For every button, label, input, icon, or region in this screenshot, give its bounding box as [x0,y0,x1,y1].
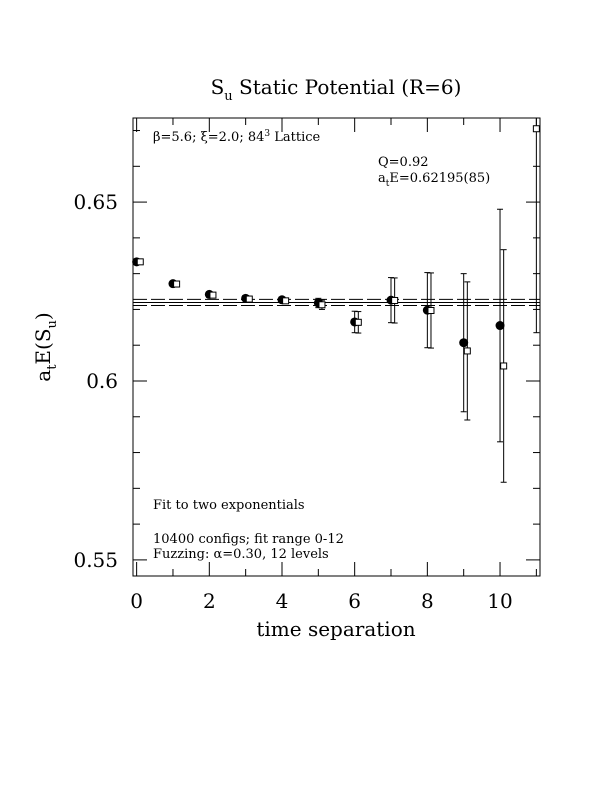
lattice-text: β=5.6; ξ=2.0; 8 [153,130,256,145]
configs-annotation: 10400 configs; fit range 0-12 [153,532,344,547]
square-point [500,249,508,483]
ae-annotation: atE=0.62195(85) [378,171,490,189]
lattice-pow: 4 [256,130,264,145]
open-square-marker [136,258,144,266]
plot-frame [132,117,541,577]
x-tick-label: 2 [203,589,216,613]
circle-point [459,273,469,413]
open-square-marker [318,301,326,309]
ae-value: E=0.62195(85) [389,171,490,186]
open-square-marker [463,347,471,355]
fit-annotation: Fit to two exponentials [153,498,305,513]
fuzzing-annotation: Fuzzing: α=0.30, 12 levels [153,547,329,562]
lattice-annotation: β=5.6; ξ=2.0; 843 Lattice [153,129,321,145]
x-tick-label: 6 [348,589,361,613]
x-axis-label: time separation [256,617,415,641]
square-point [318,299,326,310]
open-square-marker [500,362,508,370]
y-tick-label: 0.65 [73,190,118,214]
axis-tick-labels: 0 2 4 6 8 10 0.55 0.6 0.65 [73,190,512,613]
y-label-a: a [31,370,55,382]
open-square-marker [427,307,435,315]
square-point [245,295,253,303]
lattice-end: Lattice [270,130,320,145]
square-point [354,311,362,334]
x-tick-label: 8 [421,589,434,613]
square-point [209,291,217,299]
square-point [463,281,471,421]
square-point [391,277,399,324]
y-tick-label: 0.55 [73,548,118,572]
circle-point [495,208,505,443]
y-label-u: u [45,320,60,328]
title-rest: Static Potential (R=6) [233,75,462,99]
title-sub: u [224,89,232,104]
filled-circle-marker [459,338,469,348]
open-square-marker [173,280,181,288]
data-points [132,118,540,483]
axis-ticks [133,118,540,576]
square-point [173,280,181,288]
x-tick-label: 4 [276,589,289,613]
y-axis-label: atE(Su) [31,312,60,381]
lattice-pow2: 3 [264,129,270,139]
ae-a: a [378,171,386,186]
open-square-marker [391,296,399,304]
open-square-marker [209,291,217,299]
chart-title: Su Static Potential (R=6) [211,75,462,104]
open-square-marker [245,295,253,303]
y-tick-label: 0.6 [86,369,118,393]
square-point [136,258,144,266]
x-tick-label: 10 [487,589,512,613]
square-point [282,297,290,305]
y-label-t: t [45,364,60,370]
y-label-close: ) [31,312,55,320]
title-main: S [211,75,225,99]
y-label-e: E(S [31,328,55,364]
q-annotation: Q=0.92 [378,155,429,170]
square-point [427,272,435,349]
x-tick-label: 0 [130,589,143,613]
open-square-marker [532,125,540,133]
open-square-marker [282,297,290,305]
ae-t: t [386,179,390,189]
fit-band [133,298,540,306]
open-square-marker [354,318,362,326]
filled-circle-marker [495,321,505,331]
square-point [532,118,540,334]
